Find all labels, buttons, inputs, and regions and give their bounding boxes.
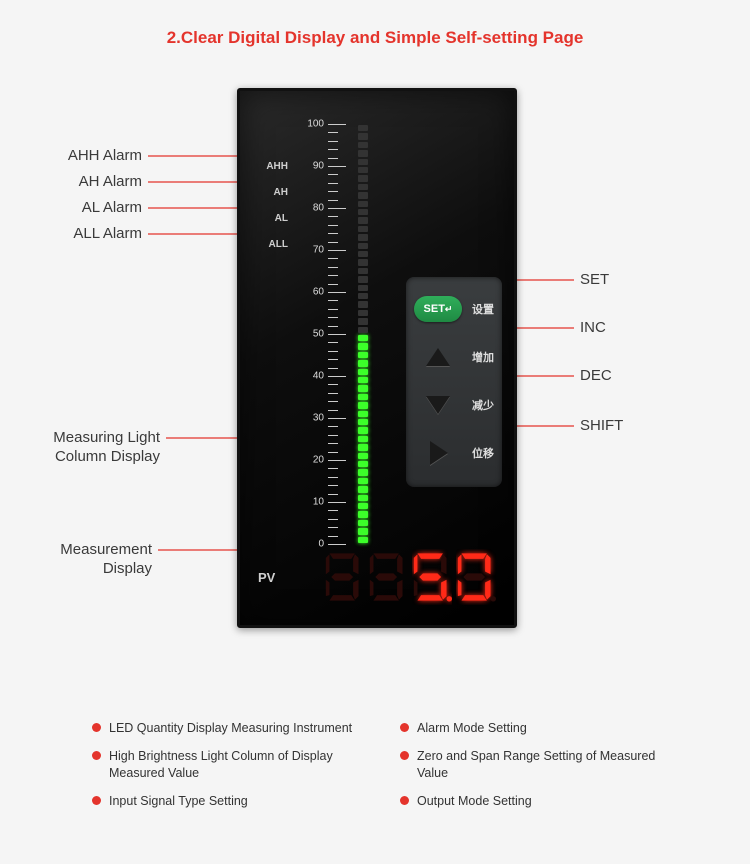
seven-seg-digit [412,549,452,605]
key-label-cn: 减少 [472,397,494,413]
down-button[interactable] [426,396,450,414]
callout-label: SHIFT [580,417,623,436]
key-label-cn: 增加 [472,349,494,365]
alarm-indicator-al: AL [258,213,288,239]
keypad: SET ↵ 设置增加减少位移 [406,277,502,487]
alarm-indicator-all: ALL [258,239,288,265]
scale-number: 10 [302,497,324,508]
seven-seg-digit [456,549,496,605]
feature-item: Zero and Span Range Setting of Measured … [400,748,672,781]
set-button[interactable]: SET ↵ [414,296,462,322]
scale-number: 30 [302,413,324,424]
feature-item: LED Quantity Display Measuring Instrumen… [92,720,364,736]
bargraph-scale: 1009080706050403020100 [328,124,398,544]
bullet-icon [92,796,101,805]
scale-number: 90 [302,161,324,172]
pv-display: PV [258,547,502,607]
pv-label: PV [258,570,288,585]
key-label-cn: 位移 [472,445,494,461]
alarm-indicator-ah: AH [258,187,288,213]
scale-number: 50 [302,329,324,340]
up-button[interactable] [426,348,450,366]
scale-number: 40 [302,371,324,382]
bullet-icon [92,751,101,760]
seven-segment-display [288,549,502,605]
callout-label: SET [580,271,609,290]
callout-label: Measurement Display [0,541,152,579]
device-panel: AHHAHALALL 1009080706050403020100 SET ↵ 设… [237,88,517,628]
alarm-indicator-ahh: AHH [258,161,288,187]
feature-item: Output Mode Setting [400,793,672,809]
callout-label: DEC [580,367,612,386]
bullet-icon [400,723,409,732]
scale-number: 70 [302,245,324,256]
callout-label: AL Alarm [0,199,142,218]
bullet-icon [400,751,409,760]
callout-label: INC [580,319,606,338]
callout-label: AHH Alarm [0,147,142,166]
callout-label: Measuring Light Column Display [0,429,160,467]
bullet-icon [92,723,101,732]
scale-number: 100 [302,119,324,130]
scale-number: 60 [302,287,324,298]
page-title: 2.Clear Digital Display and Simple Self-… [0,0,750,48]
callout-label: ALL Alarm [0,225,142,244]
feature-item: Input Signal Type Setting [92,793,364,809]
feature-item: High Brightness Light Column of Display … [92,748,364,781]
seven-seg-digit [324,549,364,605]
alarm-indicator-group: AHHAHALALL [258,161,288,265]
seven-seg-digit [368,549,408,605]
key-label-cn: 设置 [472,301,494,317]
bargraph-column [358,124,368,544]
bullet-icon [400,796,409,805]
feature-item: Alarm Mode Setting [400,720,672,736]
callout-label: AH Alarm [0,173,142,192]
diagram-stage: AHH Alarm AH Alarm AL Alarm ALL Alarm Measur… [0,70,750,710]
feature-list: LED Quantity Display Measuring Instrumen… [92,720,672,821]
scale-number: 80 [302,203,324,214]
right-button[interactable] [430,441,448,465]
scale-number: 20 [302,455,324,466]
